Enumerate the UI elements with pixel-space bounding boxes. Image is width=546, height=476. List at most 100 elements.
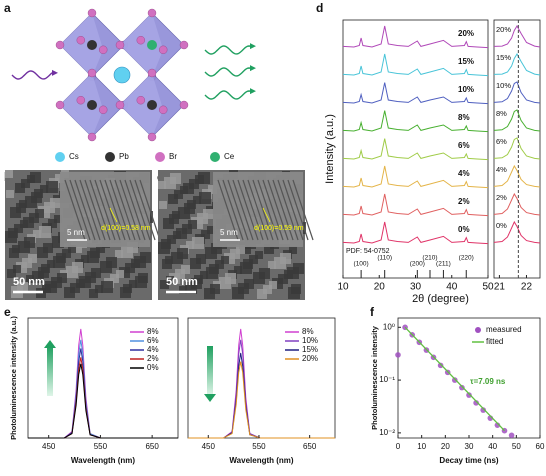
nanocube (85, 272, 96, 283)
nanocube (293, 263, 304, 274)
nanocube (182, 224, 192, 234)
nanocube (221, 256, 229, 264)
scale-label: 5 nm (220, 228, 238, 237)
nanocube (207, 226, 215, 234)
x-tick-label: 30 (410, 282, 422, 293)
lattice-fringe (232, 179, 254, 241)
scale-label: 50 nm (166, 276, 198, 288)
pb-atom (147, 100, 157, 110)
nanocube (17, 282, 28, 293)
nanocube (30, 172, 41, 183)
nanocube (9, 248, 19, 258)
plot-frame (397, 317, 541, 439)
x-tick-label: 10 (337, 282, 349, 293)
emission-wave (204, 90, 251, 100)
nanocube (81, 255, 89, 263)
emission-wave-head (250, 43, 256, 50)
xrd-trace (342, 165, 489, 189)
nanocube (68, 245, 76, 253)
nanocube (43, 243, 53, 253)
scale-label: 5 nm (67, 228, 85, 237)
panel-label: a (4, 1, 11, 15)
lattice-fringe (217, 179, 239, 241)
lattice-fringe (104, 179, 126, 241)
x-tick-label: 20 (441, 442, 450, 451)
nanocube (37, 247, 48, 258)
br-atom (136, 95, 146, 105)
pb-atom (87, 100, 97, 110)
x-tick-label: 50 (482, 282, 494, 293)
nanocube (64, 287, 75, 298)
lattice-fringe (267, 179, 289, 241)
cs-atom (113, 66, 131, 84)
nanocube (22, 258, 32, 268)
x-tick-label: 650 (145, 442, 159, 451)
nanocube (29, 213, 39, 223)
nanocube (215, 260, 224, 269)
nanocube (53, 256, 65, 268)
nanocube (183, 183, 194, 194)
br-atom (87, 132, 97, 142)
x-tick-label: 40 (488, 442, 497, 451)
legend-label: Pb (119, 152, 129, 161)
nanocube (263, 285, 272, 294)
nanocube (47, 260, 55, 268)
lattice-fringe (242, 179, 264, 241)
nanocube (169, 273, 180, 284)
emission-wave-head (250, 65, 256, 72)
nanocube (196, 254, 206, 264)
xrd-zoom-trace (493, 81, 541, 104)
legend-label: 8% (147, 327, 159, 336)
nanocube (54, 215, 62, 223)
nanocube (72, 262, 83, 273)
nanocube (195, 175, 204, 184)
nanocube (16, 203, 26, 213)
measured-point (466, 392, 472, 398)
nanocube (101, 281, 113, 293)
nanocube (71, 242, 82, 253)
x-tick-label: 20 (374, 282, 386, 293)
nanocube (206, 267, 218, 279)
y-axis-label: Intensity (a.u.) (324, 114, 336, 184)
nanocube (51, 277, 62, 288)
nanocube (14, 224, 23, 233)
xrd-trace (342, 193, 489, 217)
nanocube (50, 198, 60, 208)
br-atom (147, 132, 157, 142)
nanocube (125, 263, 135, 273)
br-atom (147, 8, 157, 18)
nanocube (191, 278, 202, 289)
legend-label: 10% (302, 336, 318, 345)
y-tick-label: 10⁻² (379, 428, 395, 437)
br-atom (179, 100, 189, 110)
nanocube (175, 269, 185, 279)
reference-label: (110) (377, 255, 392, 262)
nanocube (95, 285, 103, 293)
legend-label: 2% (147, 354, 159, 363)
lattice-fringe (114, 179, 136, 241)
lattice-fringe (64, 179, 86, 241)
legend-label: 6% (147, 336, 159, 345)
nanocube (199, 192, 211, 204)
nanocube (180, 186, 188, 194)
nanocube (110, 274, 119, 283)
octahedron-face (120, 13, 164, 77)
nanocube (186, 241, 194, 249)
emission-wave-head (250, 88, 256, 95)
reference-label: (200) (410, 261, 425, 268)
legend-label: 8% (302, 327, 314, 336)
nanocube (210, 284, 220, 294)
xrd-trace (342, 221, 489, 245)
lattice-fringe (89, 179, 111, 241)
xrd-trace (342, 82, 489, 105)
nanocube (255, 251, 263, 259)
legend-label: fitted (486, 337, 503, 346)
x-axis-label: Wavelength (nm) (229, 456, 293, 465)
br-atom (115, 40, 125, 50)
nanocube (264, 244, 274, 254)
x-tick-label: 0 (396, 442, 401, 451)
lattice-fringe (252, 179, 274, 241)
trace-label: 20% (496, 25, 511, 34)
lattice-fringe (129, 179, 151, 241)
measured-point (473, 400, 479, 406)
